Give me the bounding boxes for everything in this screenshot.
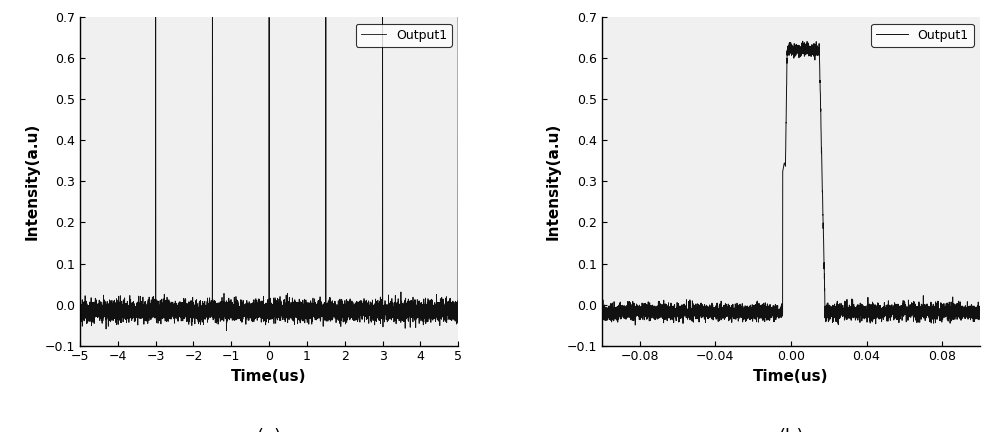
Text: (b): (b) — [778, 428, 804, 432]
Output1 — [354, 302, 366, 308]
Output1 — [375, 312, 387, 317]
Output1 — [823, 316, 835, 321]
Text: (a): (a) — [257, 428, 282, 432]
Output1 — [452, 15, 464, 20]
Output1 — [629, 322, 641, 327]
Output1 — [314, 316, 326, 321]
Legend: Output1: Output1 — [871, 23, 974, 47]
Y-axis label: Intensity(a.u): Intensity(a.u) — [24, 123, 39, 240]
Output1 — [878, 308, 890, 313]
Output1 — [907, 311, 919, 316]
Output1 — [220, 328, 232, 333]
Output1 — [93, 305, 105, 310]
Output1 — [974, 304, 986, 309]
Output1 — [596, 301, 608, 306]
X-axis label: Time(us): Time(us) — [753, 369, 829, 384]
Output1 — [298, 318, 310, 323]
Line: Output1: Output1 — [80, 17, 458, 330]
Output1 — [665, 311, 677, 316]
X-axis label: Time(us): Time(us) — [231, 369, 307, 384]
Y-axis label: Intensity(a.u): Intensity(a.u) — [546, 123, 561, 240]
Output1 — [211, 307, 223, 312]
Output1 — [740, 316, 752, 321]
Output1 — [74, 15, 86, 20]
Legend: Output1: Output1 — [356, 23, 452, 47]
Line: Output1: Output1 — [602, 41, 980, 325]
Output1 — [797, 38, 809, 44]
Output1 — [842, 310, 854, 315]
